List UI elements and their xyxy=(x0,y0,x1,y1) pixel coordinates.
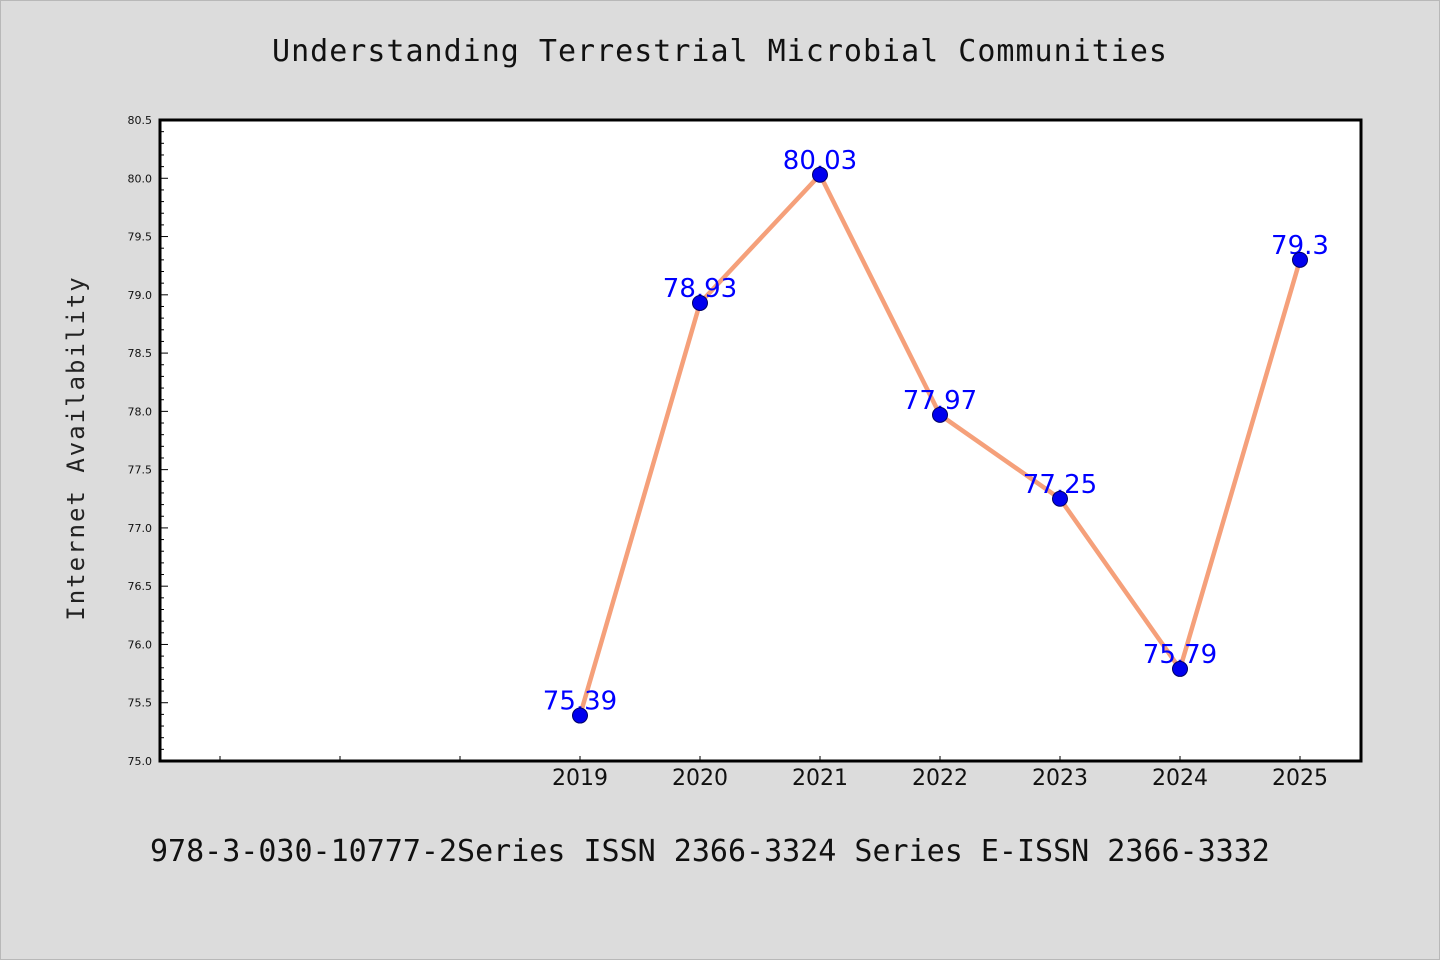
plot-border xyxy=(158,118,1363,763)
y-tick-label: 78.5 xyxy=(128,347,153,360)
y-tick-label: 78.0 xyxy=(128,405,153,418)
x-tick-label: 2024 xyxy=(1152,766,1208,791)
x-tick-label: 2022 xyxy=(912,766,968,791)
x-tick-label: 2025 xyxy=(1272,766,1328,791)
y-tick-label: 77.5 xyxy=(128,464,153,477)
y-tick-label: 76.0 xyxy=(128,638,153,651)
footer-note: 978-3-030-10777-2Series ISSN 2366-3324 S… xyxy=(150,834,1270,869)
y-tick-label: 75.0 xyxy=(128,755,153,768)
data-point xyxy=(1172,660,1188,677)
data-point xyxy=(692,294,708,311)
x-tick-label: 2023 xyxy=(1032,766,1088,791)
y-tick-label: 75.5 xyxy=(128,697,153,710)
x-tick-label: 2019 xyxy=(552,766,608,791)
data-point xyxy=(932,406,948,423)
plot-area xyxy=(160,120,1361,761)
y-tick-label: 79.0 xyxy=(128,289,153,302)
data-point xyxy=(812,166,828,183)
data-point xyxy=(1052,490,1068,507)
x-tick-label: 2020 xyxy=(672,766,728,791)
y-tick-label: 77.0 xyxy=(128,522,153,535)
y-tick-label: 80.5 xyxy=(128,114,153,127)
data-point xyxy=(1292,251,1308,268)
y-tick-label: 80.0 xyxy=(128,172,153,185)
data-point xyxy=(572,707,588,724)
chart-title: Understanding Terrestrial Microbial Comm… xyxy=(272,34,1168,69)
y-tick-label: 79.5 xyxy=(128,231,153,244)
x-tick-label: 2021 xyxy=(792,766,848,791)
y-tick-label: 76.5 xyxy=(128,580,153,593)
